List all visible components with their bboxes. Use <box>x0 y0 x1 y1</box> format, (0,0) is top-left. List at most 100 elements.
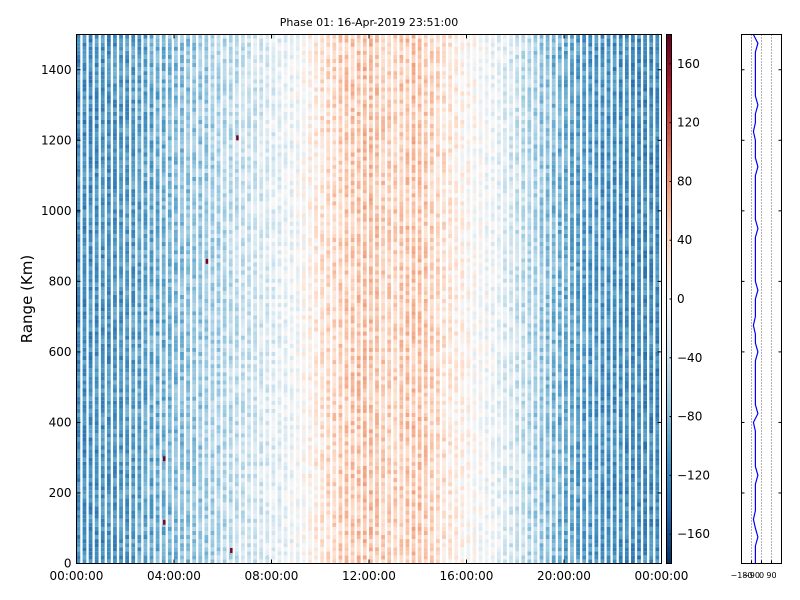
heatmap-cell <box>283 180 288 186</box>
heatmap-cell <box>167 360 172 365</box>
heatmap-cell <box>210 429 215 434</box>
heatmap-cell <box>192 286 197 291</box>
heatmap-cell <box>100 286 105 291</box>
heatmap-cell <box>174 425 178 430</box>
heatmap-cell <box>234 478 239 483</box>
heatmap-cell <box>259 437 264 442</box>
heatmap-cell <box>198 132 203 137</box>
heatmap-cell <box>222 355 227 361</box>
heatmap-cell <box>216 213 221 218</box>
heatmap-cell <box>228 262 233 267</box>
heatmap-cell <box>106 368 111 373</box>
heatmap-cell <box>283 209 288 214</box>
heatmap-cell <box>106 278 111 283</box>
heatmap-cell <box>295 433 300 438</box>
heatmap-cell <box>113 46 117 51</box>
heatmap-cell <box>210 315 215 320</box>
heatmap-cell <box>94 205 99 210</box>
heatmap-cell <box>234 364 239 369</box>
heatmap-cell <box>241 278 245 283</box>
heatmap-cell <box>186 42 190 47</box>
heatmap-cell <box>82 83 87 88</box>
heatmap-cell <box>137 160 142 165</box>
heatmap-cell <box>180 176 184 181</box>
heatmap-cell <box>106 506 111 511</box>
heatmap-cell <box>253 327 257 332</box>
heatmap-cell <box>137 193 142 198</box>
heatmap-cell <box>265 355 270 361</box>
heatmap-cell <box>155 278 160 283</box>
heatmap-cell <box>88 201 93 206</box>
heatmap-cell <box>289 111 294 116</box>
heatmap-cell <box>125 282 130 287</box>
heatmap-cell <box>155 144 160 149</box>
heatmap-cell <box>271 490 276 495</box>
heatmap-cell <box>259 217 264 222</box>
heatmap-cell <box>149 482 154 487</box>
heatmap-cell <box>167 555 172 560</box>
heatmap-cell <box>210 111 215 116</box>
heatmap-cell <box>180 327 184 332</box>
heatmap-cell <box>137 490 142 495</box>
heatmap-cell <box>283 384 288 389</box>
heatmap-cell <box>180 315 184 320</box>
heatmap-cell <box>289 124 294 129</box>
heatmap-cell <box>247 376 251 381</box>
heatmap-cell <box>174 526 178 531</box>
heatmap-cell <box>241 461 245 466</box>
heatmap-cell <box>113 506 117 511</box>
heatmap-cell <box>161 412 166 418</box>
heatmap-cell <box>143 339 148 344</box>
heatmap-cell <box>100 172 105 177</box>
heatmap-cell <box>143 372 148 377</box>
heatmap-cell <box>259 95 264 100</box>
heatmap-cell <box>289 217 294 222</box>
heatmap-cell <box>149 189 154 194</box>
heatmap-cell <box>82 335 87 340</box>
heatmap-cell <box>277 559 282 564</box>
heatmap-cell <box>204 490 209 495</box>
heatmap-cell <box>76 465 81 470</box>
heatmap-cell <box>94 152 99 157</box>
heatmap-cell <box>100 111 105 116</box>
heatmap-cell <box>161 319 166 324</box>
heatmap-cell <box>301 461 306 466</box>
heatmap-cell <box>283 140 288 145</box>
heatmap-cell <box>100 323 105 328</box>
heatmap-cell <box>137 34 142 39</box>
heatmap-cell <box>259 290 264 295</box>
heatmap-cell <box>125 71 130 76</box>
heatmap-cell <box>265 433 270 438</box>
heatmap-cell <box>149 270 154 275</box>
heatmap-cell <box>228 445 233 450</box>
heatmap-cell <box>265 530 270 536</box>
heatmap-cell <box>204 518 209 523</box>
heatmap-cell <box>289 335 294 340</box>
heatmap-cell <box>222 437 227 442</box>
heatmap-cell <box>125 372 130 377</box>
heatmap-cell <box>143 99 148 104</box>
heatmap-cell <box>241 388 245 393</box>
heatmap-cell <box>301 388 306 393</box>
heatmap-cell <box>271 449 276 454</box>
heatmap-cell <box>119 258 123 263</box>
heatmap-cell <box>210 368 215 373</box>
heatmap-cell <box>301 490 306 495</box>
heatmap-cell <box>295 79 300 84</box>
heatmap-cell <box>265 205 270 210</box>
heatmap-cell <box>241 197 245 202</box>
heatmap-cell <box>82 433 87 438</box>
heatmap-cell <box>149 50 154 55</box>
heatmap-cell <box>222 445 227 450</box>
heatmap-cell <box>265 54 270 59</box>
heatmap-cell <box>167 437 172 442</box>
heatmap-cell <box>174 404 178 409</box>
heatmap-cell <box>88 421 93 426</box>
heatmap-cell <box>161 262 166 267</box>
heatmap-cell <box>131 396 136 401</box>
heatmap-cell <box>106 392 111 397</box>
heatmap-cell <box>247 156 251 161</box>
heatmap-cell <box>247 372 251 377</box>
heatmap-cell <box>174 311 178 316</box>
heatmap-cell <box>131 535 136 540</box>
